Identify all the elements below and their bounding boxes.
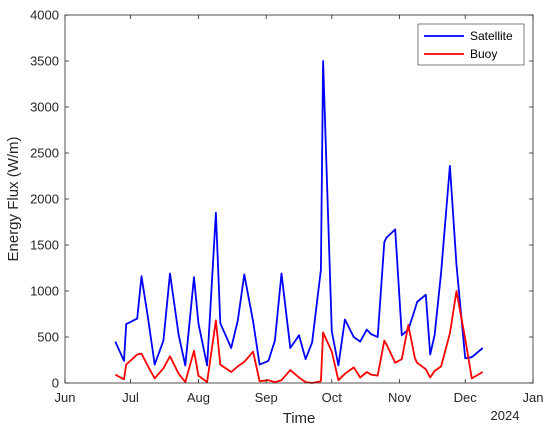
- x-tick-label: Sep: [255, 390, 278, 405]
- legend: Satellite Buoy: [417, 23, 525, 66]
- series-line-buoy: [114, 290, 484, 384]
- legend-label-satellite: Satellite: [470, 29, 513, 43]
- x-tick-label: Dec: [454, 390, 478, 405]
- x-tick-label: Jun: [55, 390, 76, 405]
- y-tick-label: 1000: [30, 284, 59, 299]
- y-tick-label: 2000: [30, 192, 59, 207]
- legend-label-buoy: Buoy: [470, 47, 497, 61]
- x-tick-label: Oct: [322, 390, 343, 405]
- legend-box: [417, 23, 525, 66]
- x-year-label: 2024: [491, 408, 520, 423]
- series-line-satellite: [114, 60, 484, 367]
- y-tick-label: 4000: [30, 8, 59, 23]
- y-axis-label: Energy Flux (W/m): [5, 136, 22, 261]
- x-axis-label: Time: [283, 410, 316, 427]
- y-tick-label: 2500: [30, 146, 59, 161]
- y-tick-label: 0: [52, 376, 59, 391]
- y-tick-label: 3500: [30, 54, 59, 69]
- y-tick-label: 1500: [30, 238, 59, 253]
- y-tick-label: 3000: [30, 100, 59, 115]
- x-tick-label: Nov: [388, 390, 412, 405]
- x-tick-label: Aug: [187, 390, 210, 405]
- plot-area: [65, 15, 533, 383]
- y-tick-label: 500: [37, 330, 59, 345]
- x-tick-label: Jul: [122, 390, 139, 405]
- x-tick-label: Jan: [523, 390, 544, 405]
